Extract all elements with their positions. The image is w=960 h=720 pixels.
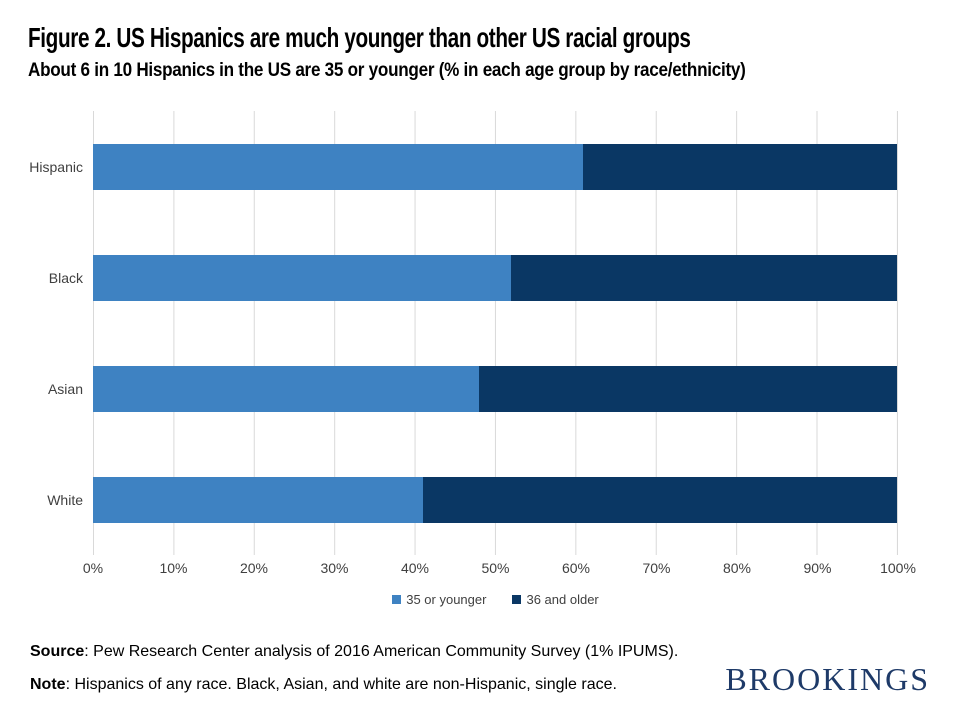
legend-item-35-or-younger: 35 or younger bbox=[392, 592, 486, 607]
category-label: Black bbox=[48, 269, 83, 286]
x-axis-tick: 20% bbox=[239, 560, 269, 576]
x-axis-tick: 40% bbox=[400, 560, 430, 576]
x-axis-tick: 0% bbox=[82, 560, 104, 576]
x-axis-tick: 10% bbox=[159, 560, 188, 576]
x-axis-tick: 30% bbox=[320, 560, 349, 576]
bar-row-white: White bbox=[47, 444, 897, 555]
source-label: Source bbox=[30, 643, 85, 660]
legend: 35 or younger 36 and older bbox=[93, 592, 898, 607]
source-note: Source: Pew Research Center analysis of … bbox=[30, 643, 678, 661]
stacked-bar bbox=[93, 365, 897, 412]
plot-area: Hispanic Black Asian White bbox=[29, 111, 898, 555]
bar-segment-35-or-younger bbox=[93, 254, 512, 301]
category-label: Asian bbox=[47, 380, 83, 397]
bar-segment-36-and-older bbox=[422, 476, 897, 523]
note-label: Note bbox=[30, 676, 66, 693]
brookings-logo: BROOKINGS bbox=[725, 661, 930, 697]
legend-swatch-35-or-younger bbox=[392, 595, 402, 604]
bar-row-asian: Asian bbox=[48, 333, 897, 444]
source-text: : Pew Research Center analysis of 2016 A… bbox=[84, 643, 679, 660]
method-note: Note: Hispanics of any race. Black, Asia… bbox=[30, 676, 617, 694]
x-axis: 0% 10% 20% 30% 40% 50% 60% 70% 80% 90% 1… bbox=[83, 560, 916, 578]
bar-segment-35-or-younger bbox=[93, 365, 479, 412]
stacked-bar bbox=[93, 254, 897, 301]
category-label: Hispanic bbox=[29, 158, 83, 175]
bar-row-hispanic: Hispanic bbox=[29, 111, 897, 222]
legend-label: 36 and older bbox=[526, 592, 599, 607]
legend-label: 35 or younger bbox=[406, 592, 487, 607]
bar-segment-36-and-older bbox=[511, 254, 897, 301]
bar-row-black: Black bbox=[49, 222, 897, 333]
x-axis-tick: 50% bbox=[481, 560, 510, 576]
legend-swatch-36-and-older bbox=[512, 595, 522, 604]
x-axis-tick: 70% bbox=[642, 560, 671, 576]
x-axis-tick: 80% bbox=[722, 560, 752, 576]
stacked-bar bbox=[93, 476, 897, 523]
page-title: Figure 2. US Hispanics are much younger … bbox=[28, 22, 691, 53]
category-label: White bbox=[47, 491, 83, 508]
stacked-bar bbox=[93, 143, 897, 190]
chart-subtitle: About 6 in 10 Hispanics in the US are 35… bbox=[28, 60, 746, 81]
x-axis-tick: 100% bbox=[880, 560, 916, 576]
bar-segment-35-or-younger bbox=[93, 143, 584, 190]
note-text: : Hispanics of any race. Black, Asian, a… bbox=[65, 676, 617, 693]
bar-segment-35-or-younger bbox=[93, 476, 423, 523]
x-axis-tick: 60% bbox=[561, 560, 591, 576]
bar-segment-36-and-older bbox=[478, 365, 897, 412]
legend-item-36-and-older: 36 and older bbox=[512, 592, 599, 607]
bar-segment-36-and-older bbox=[583, 143, 897, 190]
x-axis-tick: 90% bbox=[803, 560, 832, 576]
